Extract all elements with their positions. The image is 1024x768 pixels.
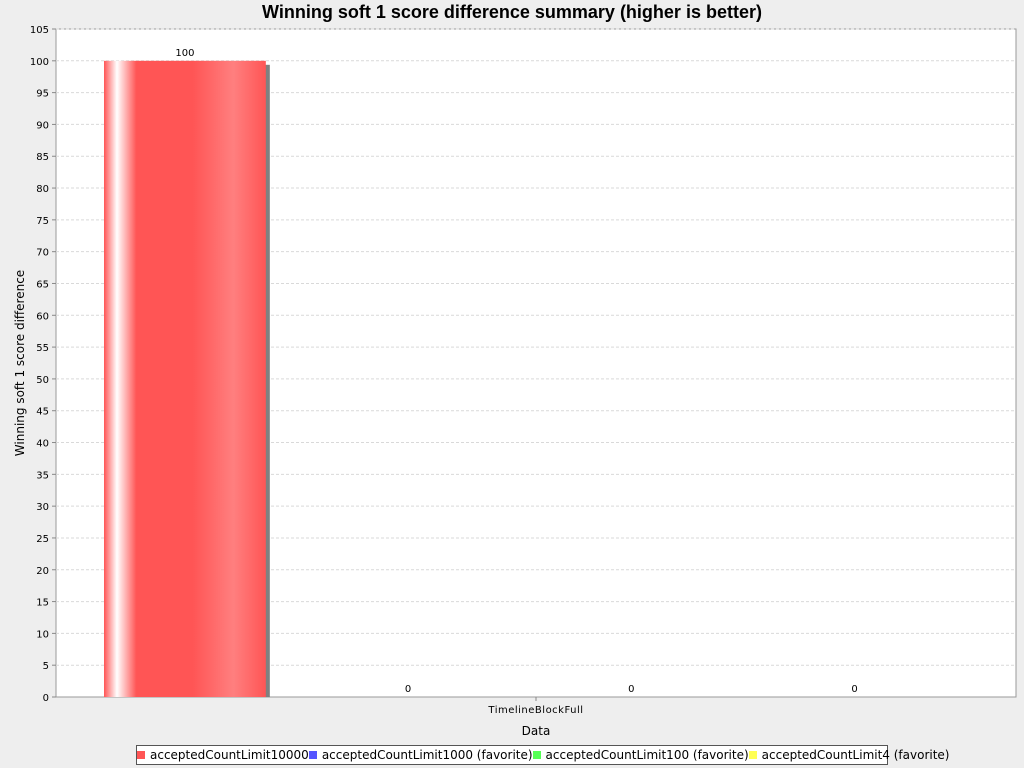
y-tick-label: 70 <box>36 248 49 259</box>
y-tick-label: 30 <box>36 502 49 513</box>
legend-swatch <box>137 751 145 759</box>
y-tick-label: 100 <box>30 57 49 68</box>
legend-label: acceptedCountLimit4 (favorite) <box>761 748 950 762</box>
y-tick-label: 10 <box>36 629 49 640</box>
y-axis-ticks: 0 5 10 15 20 25 30 35 40 45 50 55 60 65 70 75 80 85 90 95 10… <box>30 25 537 704</box>
x-axis-title: Data <box>522 724 551 738</box>
legend-swatch <box>308 751 317 759</box>
chart-svg: 0 5 10 15 20 25 30 35 40 45 50 55 60 65 70 75 80 85 90 95 10… <box>13 25 1017 738</box>
y-tick-label: 25 <box>36 534 49 545</box>
y-tick-label: 50 <box>36 375 49 386</box>
y-tick-label: 5 <box>43 661 49 672</box>
legend-item: acceptedCountLimit10000 <box>137 748 309 762</box>
chart-title: Winning soft 1 score difference summary … <box>262 2 762 22</box>
y-tick-label: 55 <box>36 343 49 354</box>
y-tick-label: 90 <box>36 120 49 131</box>
y-tick-label: 45 <box>36 407 49 418</box>
y-tick-label: 60 <box>36 311 49 322</box>
bar-0 <box>104 60 266 698</box>
y-tick-label: 40 <box>36 439 49 450</box>
y-tick-label: 80 <box>36 184 49 195</box>
legend-swatch <box>748 751 757 759</box>
y-tick-label: 35 <box>36 470 49 481</box>
x-category-label: TimelineBlockFull <box>487 705 583 716</box>
bar-value-label: 0 <box>405 684 411 695</box>
y-tick-label: 20 <box>36 566 49 577</box>
y-tick-label: 65 <box>36 279 49 290</box>
y-tick-label: 75 <box>36 216 49 227</box>
legend-label: acceptedCountLimit100 (favorite) <box>545 748 749 762</box>
legend-item: acceptedCountLimit4 (favorite) <box>748 748 950 762</box>
legend-swatch <box>532 751 541 759</box>
y-tick-label: 0 <box>43 693 49 704</box>
legend-label: acceptedCountLimit1000 (favorite) <box>321 748 533 762</box>
bar-value-label: 0 <box>628 684 634 695</box>
y-axis-title: Winning soft 1 score difference <box>13 270 27 456</box>
y-tick-label: 95 <box>36 89 49 100</box>
bar-value-labels: 100 0 0 0 <box>175 48 857 695</box>
legend-item: acceptedCountLimit1000 (favorite) <box>308 748 533 762</box>
bar-value-label: 100 <box>175 48 194 59</box>
legend-item: acceptedCountLimit100 (favorite) <box>532 748 749 762</box>
bar-value-label: 0 <box>851 684 857 695</box>
y-tick-label: 105 <box>30 25 49 36</box>
bars <box>104 60 270 698</box>
legend-label: acceptedCountLimit10000 <box>150 748 309 762</box>
legend: acceptedCountLimit10000 acceptedCountLimi… <box>136 745 949 765</box>
y-tick-label: 85 <box>36 152 49 163</box>
y-tick-label: 15 <box>36 598 49 609</box>
